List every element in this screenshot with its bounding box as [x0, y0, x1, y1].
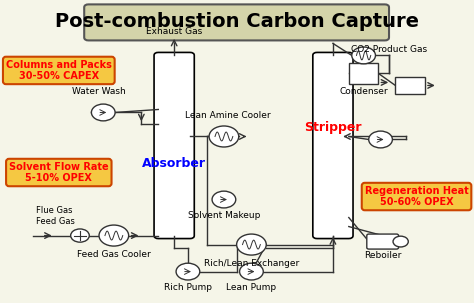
Circle shape — [212, 191, 236, 208]
Circle shape — [237, 234, 266, 255]
Text: Columns and Packs
30-50% CAPEX: Columns and Packs 30-50% CAPEX — [6, 60, 112, 81]
Text: Post-combustion Carbon Capture: Post-combustion Carbon Capture — [55, 12, 419, 31]
Text: Rich/Lean Exchanger: Rich/Lean Exchanger — [204, 258, 299, 268]
Text: Lean Pump: Lean Pump — [227, 283, 276, 291]
Bar — [349, 63, 378, 84]
Text: Exhaust Gas: Exhaust Gas — [146, 27, 202, 36]
Text: Rich Pump: Rich Pump — [164, 283, 212, 291]
Text: CO2 Product Gas: CO2 Product Gas — [351, 45, 427, 55]
FancyBboxPatch shape — [313, 52, 353, 238]
Text: Reboiler: Reboiler — [364, 251, 401, 260]
Circle shape — [369, 131, 392, 148]
Circle shape — [393, 236, 408, 247]
FancyBboxPatch shape — [84, 4, 389, 40]
Text: Solvent Makeup: Solvent Makeup — [188, 211, 260, 220]
Text: Solvent Flow Rate
5-10% OPEX: Solvent Flow Rate 5-10% OPEX — [9, 162, 109, 183]
FancyBboxPatch shape — [154, 52, 194, 238]
Text: Flue Gas
Feed Gas: Flue Gas Feed Gas — [36, 206, 74, 225]
Text: Regeneration Heat
50-60% OPEX: Regeneration Heat 50-60% OPEX — [365, 186, 468, 207]
Circle shape — [99, 225, 128, 246]
Circle shape — [239, 263, 263, 280]
Circle shape — [176, 263, 200, 280]
Text: Lean Amine Cooler: Lean Amine Cooler — [185, 112, 271, 121]
Circle shape — [71, 229, 89, 242]
Bar — [395, 77, 425, 94]
Text: Condenser: Condenser — [339, 88, 388, 96]
Text: Feed Gas Cooler: Feed Gas Cooler — [77, 250, 151, 258]
FancyBboxPatch shape — [367, 234, 399, 249]
Circle shape — [91, 104, 115, 121]
Text: Water Wash: Water Wash — [72, 88, 126, 96]
Circle shape — [352, 47, 375, 64]
Text: Stripper: Stripper — [304, 121, 362, 134]
Circle shape — [209, 126, 239, 147]
Text: Absorber: Absorber — [142, 157, 206, 170]
